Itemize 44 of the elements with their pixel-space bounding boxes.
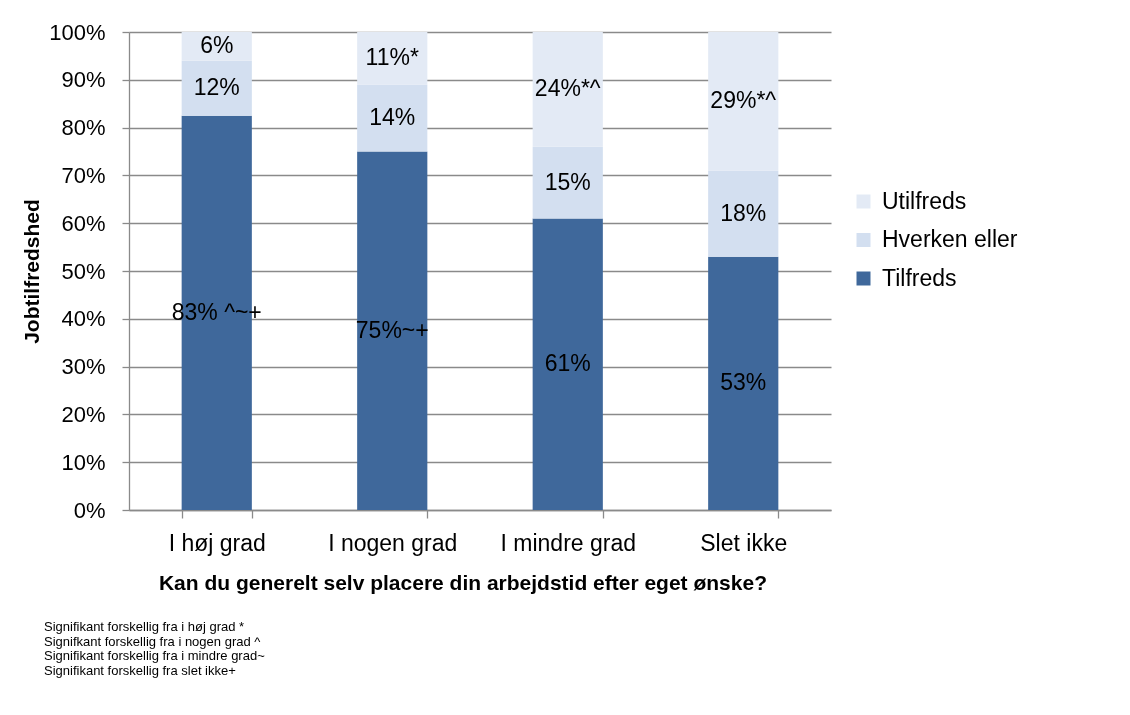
y-tick-label: 20% — [61, 401, 106, 427]
y-tick-label: 50% — [61, 258, 106, 284]
legend-label: Tilfreds — [882, 264, 957, 291]
data-label: 18% — [720, 199, 767, 226]
x-tick-label: I høj grad — [168, 529, 266, 556]
x-axis-title: Kan du generelt selv placere din arbejdstid efter eget ønske? — [158, 570, 767, 594]
data-label: 11%* — [365, 44, 419, 71]
bar — [357, 151, 428, 510]
data-label: 6% — [200, 32, 234, 59]
x-tick-label: I mindre grad — [500, 529, 637, 556]
bar — [357, 32, 428, 85]
bar — [532, 218, 603, 510]
x-tick-label: I nogen grad — [328, 529, 458, 556]
text: Signifkant forskellig fra i nogen grad ^ — [44, 633, 262, 650]
data-label: 53% — [720, 369, 767, 396]
y-tick-label: 60% — [61, 210, 106, 236]
bar — [708, 256, 779, 510]
text: Signifikant forskellig fra i høj grad * — [44, 619, 246, 635]
data-label: 12% — [193, 74, 240, 101]
bar — [708, 170, 779, 257]
bar — [357, 84, 428, 152]
legend-label: Hverken eller — [882, 226, 1018, 252]
text: Signifikant forskellig fra slet ikke+ — [44, 663, 237, 679]
y-axis-title: Jobtilfredshed — [19, 199, 43, 344]
y-tick-label: 80% — [61, 115, 106, 141]
y-tick-label: 100% — [49, 19, 106, 45]
bar — [532, 146, 603, 219]
data-label: 24%*^ — [534, 75, 601, 102]
bar — [181, 60, 252, 116]
text: Signifikant forskellig fra i mindre grad~ — [44, 648, 265, 665]
y-tick-label: 70% — [61, 162, 106, 188]
data-label: 15% — [544, 168, 591, 195]
y-tick-label: 30% — [61, 354, 106, 380]
data-label: 14% — [369, 104, 416, 131]
bar — [708, 32, 779, 171]
y-tick-label: 90% — [61, 67, 106, 93]
y-tick-label: 0% — [73, 497, 106, 523]
legend-label: Utilfreds — [882, 187, 967, 214]
y-tick-label: 10% — [61, 449, 106, 475]
x-tick-label: Slet ikke — [700, 529, 788, 556]
data-label: 29%*^ — [710, 87, 777, 114]
y-tick-label: 40% — [61, 306, 106, 332]
bar — [532, 32, 603, 147]
data-label: 61% — [544, 350, 591, 377]
